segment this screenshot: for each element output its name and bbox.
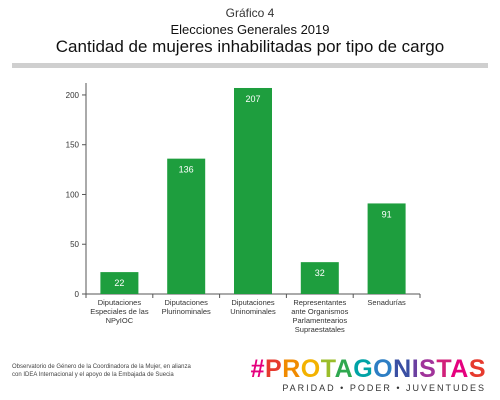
brand-letter: P (265, 355, 283, 383)
chart-subtitle: Elecciones Generales 2019 (170, 22, 330, 37)
chart-title: Cantidad de mujeres inhabilitadas por ti… (55, 37, 445, 56)
x-category-label: Diputaciones Plurinominales (162, 298, 211, 316)
brand-letter: I (411, 355, 420, 383)
bar (367, 203, 406, 294)
y-tick-label: 200 (66, 91, 80, 100)
bar-value-label: 91 (382, 209, 392, 219)
x-category-label: Diputaciones Especiales de las NPyIOC (90, 298, 149, 325)
brand-letter: G (353, 355, 374, 383)
brand-letter: R (282, 355, 301, 383)
brand-letter: S (468, 355, 486, 383)
brand-letter: A (334, 355, 354, 383)
brand-letter: O (300, 355, 321, 383)
y-tick-label: 0 (75, 290, 80, 299)
brand-letter: T (320, 355, 335, 383)
chart-supertitle: Gráfico 4 (225, 6, 275, 20)
bar (167, 158, 206, 294)
brand-letter: O (373, 355, 394, 383)
brand-letter: T (436, 355, 451, 383)
protagonistas-logo: #PROTAGONISTAS PARIDAD • PODER • JUVENTU… (251, 356, 486, 393)
source-line-2: con IDEA Internacional y el apoyo de la … (12, 372, 174, 378)
bar-value-label: 22 (114, 278, 124, 288)
y-tick-label: 100 (66, 190, 80, 199)
x-category-label: Senadurías (367, 298, 406, 307)
bar (234, 87, 272, 294)
source-note: Observatorio de Género de la Coordinador… (12, 363, 242, 379)
bar (100, 272, 139, 294)
y-tick-label: 150 (66, 141, 80, 150)
bar (300, 262, 339, 294)
x-category-label: Diputaciones Uninominales (230, 298, 276, 316)
header-divider (12, 63, 488, 68)
brand-name: #PROTAGONISTAS (251, 356, 486, 382)
bar-value-label: 207 (245, 94, 260, 104)
x-category-label: Representantes ante Organismos Parlamentea… (291, 298, 348, 334)
brand-letter: N (393, 355, 412, 383)
brand-letter: S (419, 355, 437, 383)
bar-value-label: 136 (179, 165, 194, 175)
brand-tagline: PARIDAD • PODER • JUVENTUDES (282, 383, 486, 393)
brand-letter: # (250, 355, 266, 383)
bar-value-label: 32 (315, 268, 325, 278)
brand-letter: A (450, 355, 469, 383)
y-tick-label: 50 (70, 240, 79, 249)
source-line-1: Observatorio de Género de la Coordinador… (12, 364, 191, 370)
